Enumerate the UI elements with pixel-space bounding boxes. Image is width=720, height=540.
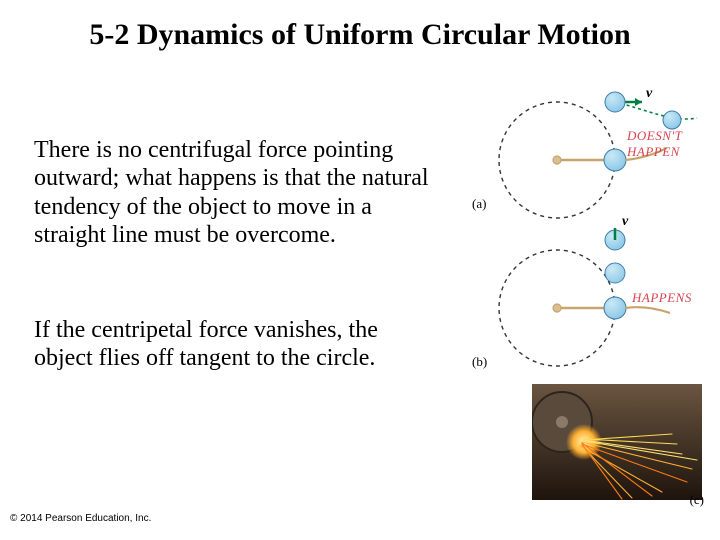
panel-b-vector-label: v xyxy=(622,214,628,230)
figure-panel-a: (a) DOESN'T HAPPEN v xyxy=(472,88,702,228)
photo-c-svg xyxy=(532,384,702,500)
paragraph-2: If the centripetal force vanishes, the o… xyxy=(34,316,442,373)
figure-stack: (a) DOESN'T HAPPEN v xyxy=(472,88,702,508)
slide: 5-2 Dynamics of Uniform Circular Motion … xyxy=(0,0,720,540)
figure-panel-b: (b) HAPPENS v xyxy=(472,228,702,378)
paragraph-1: There is no centrifugal force pointing o… xyxy=(34,136,442,249)
panel-b-caption: HAPPENS xyxy=(632,290,692,306)
panel-c-label: (c) xyxy=(690,492,704,508)
panel-a-caption: DOESN'T HAPPEN xyxy=(627,128,702,160)
panel-a-label: (a) xyxy=(472,196,486,212)
copyright: © 2014 Pearson Education, Inc. xyxy=(10,513,151,524)
panel-b-label: (b) xyxy=(472,354,487,370)
panel-a-vector-label: v xyxy=(646,86,652,102)
page-title: 5-2 Dynamics of Uniform Circular Motion xyxy=(0,18,720,52)
figure-panel-c: (c) xyxy=(472,384,702,504)
